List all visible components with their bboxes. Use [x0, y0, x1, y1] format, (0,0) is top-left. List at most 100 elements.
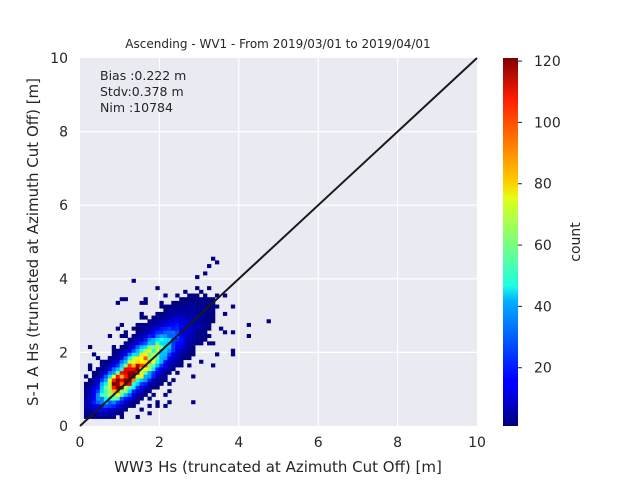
density-bin: [167, 381, 172, 386]
density-bin: [187, 352, 192, 357]
density-bin: [191, 330, 196, 335]
density-bin: [183, 300, 188, 305]
density-bin: [187, 363, 192, 368]
density-bin: [131, 337, 136, 342]
density-bin: [203, 326, 208, 331]
density-bin: [155, 378, 160, 383]
density-bin: [203, 311, 208, 316]
density-bin: [143, 370, 148, 375]
density-bin: [143, 348, 148, 353]
density-bin: [187, 345, 192, 350]
density-bin: [147, 352, 152, 357]
density-bin: [199, 304, 204, 309]
density-bin: [107, 356, 113, 361]
density-bin: [115, 403, 120, 408]
density-bin: [95, 389, 101, 394]
density-bin: [131, 400, 136, 405]
density-bin: [147, 319, 152, 324]
density-bin: [127, 363, 132, 368]
density-bin: [91, 414, 97, 419]
density-bin: [99, 407, 105, 412]
density-bin: [203, 330, 208, 335]
density-bin: [199, 297, 204, 302]
density-bin: [127, 359, 132, 364]
density-bin: [107, 367, 113, 372]
density-bin: [151, 334, 156, 338]
x-tick-label: 10: [468, 435, 486, 451]
density-bin: [123, 407, 128, 412]
density-bin: [183, 319, 188, 324]
density-bin: [211, 363, 216, 368]
density-bin: [119, 407, 124, 412]
density-bin: [159, 300, 164, 305]
density-bin: [163, 341, 168, 346]
density-bin: [183, 311, 188, 316]
density-bin: [167, 370, 172, 375]
stat-nim: Nim :10784: [100, 100, 173, 115]
density-bin: [119, 334, 124, 338]
density-bin: [139, 374, 144, 379]
density-bin: [83, 403, 89, 408]
density-bin: [123, 396, 128, 401]
density-bin: [199, 308, 204, 313]
density-bin: [139, 322, 144, 327]
density-bin: [119, 363, 124, 368]
density-bin: [143, 367, 148, 372]
density-bin: [143, 392, 148, 397]
density-bin: [139, 330, 144, 335]
density-bin: [95, 378, 101, 383]
density-bin: [187, 348, 192, 353]
density-bin: [151, 370, 156, 375]
density-bin: [183, 337, 188, 342]
density-bin: [151, 345, 156, 350]
density-bin: [103, 407, 109, 412]
density-bin: [87, 367, 93, 372]
density-bin: [103, 370, 109, 375]
density-bin: [87, 345, 93, 350]
density-bin: [135, 392, 140, 397]
colorbar-tick-label: 20: [534, 361, 552, 377]
x-tick-label: 6: [314, 435, 323, 451]
density-bin: [143, 322, 148, 327]
density-bin: [246, 322, 252, 327]
density-bin: [191, 293, 196, 298]
density-bin: [147, 326, 152, 331]
density-bin: [179, 319, 184, 324]
density-bin: [87, 396, 93, 401]
density-bin: [159, 337, 164, 342]
density-bin: [179, 345, 184, 350]
density-bin: [175, 308, 180, 313]
density-bin: [139, 359, 144, 364]
density-bin: [187, 311, 192, 316]
density-bin: [107, 363, 113, 368]
density-bin: [151, 392, 156, 397]
density-bin: [187, 326, 192, 331]
density-bin: [139, 315, 144, 320]
density-bin: [187, 308, 192, 313]
density-bin: [163, 363, 168, 368]
density-bin: [91, 403, 97, 408]
density-bin: [95, 370, 101, 375]
density-bin: [151, 348, 156, 353]
density-bin: [195, 330, 200, 335]
density-bin: [103, 374, 109, 379]
density-bin: [163, 322, 168, 327]
density-bin: [119, 297, 124, 302]
density-bin: [179, 356, 184, 361]
density-bin: [171, 359, 176, 364]
density-bin: [111, 348, 117, 353]
density-bin: [171, 378, 176, 383]
density-bin: [183, 352, 188, 357]
density-bin: [171, 330, 176, 335]
density-bin: [167, 367, 172, 372]
density-bin: [151, 367, 156, 372]
density-bin: [171, 315, 176, 320]
density-bin: [175, 300, 180, 305]
density-bin: [143, 337, 148, 342]
density-bin: [107, 381, 113, 386]
density-bin: [99, 392, 105, 397]
density-bin: [135, 326, 140, 331]
density-bin: [119, 389, 124, 394]
density-bin: [163, 356, 168, 361]
